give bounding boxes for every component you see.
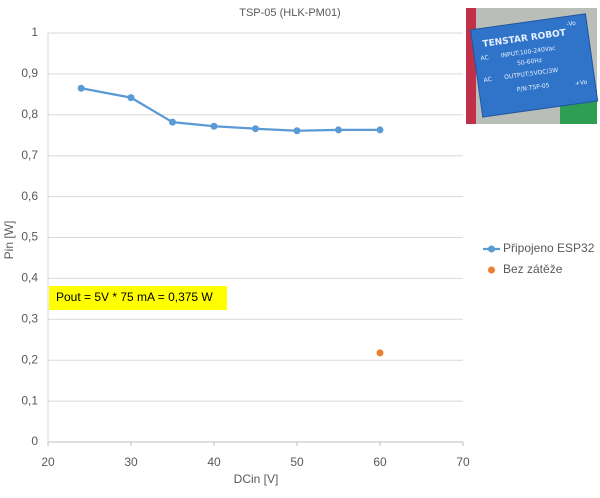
series-line bbox=[80, 87, 380, 132]
y-tick-label: 0,7 bbox=[21, 148, 38, 162]
y-tick-label: 1 bbox=[31, 25, 38, 39]
annotation-text: Pout = 5V * 75 mA = 0,375 W bbox=[56, 290, 213, 304]
module-rect bbox=[469, 13, 599, 118]
data-point bbox=[335, 126, 342, 134]
x-axis-label: DCin [V] bbox=[234, 472, 279, 486]
legend-label: Bez zátěže bbox=[503, 262, 563, 276]
module-text: 50-60Hz bbox=[517, 57, 543, 67]
y-tick-label: 0,3 bbox=[21, 311, 38, 325]
module-text: P/N:TSP-05 bbox=[516, 82, 550, 94]
module-text: AC bbox=[480, 54, 489, 62]
y-tick-label: 0,1 bbox=[21, 393, 38, 407]
data-point bbox=[376, 349, 384, 357]
photo-edge bbox=[466, 8, 476, 124]
data-point bbox=[169, 118, 176, 126]
module-body: TENSTAR ROBOT INPUT:100-240Vac 50-60Hz O… bbox=[469, 13, 599, 118]
x-tick-label: 70 bbox=[456, 455, 470, 469]
module-text: -Vo bbox=[566, 20, 576, 28]
y-axis-label: Pin [W] bbox=[2, 221, 16, 260]
data-point bbox=[210, 122, 218, 130]
x-tick-label: 40 bbox=[207, 455, 221, 469]
data-point bbox=[376, 126, 384, 134]
y-tick-label: 0,4 bbox=[21, 271, 38, 285]
y-tick-label: 0 bbox=[31, 434, 38, 448]
legend-marker bbox=[488, 266, 495, 274]
module-text: AC bbox=[483, 76, 492, 84]
x-tick-label: 60 bbox=[373, 455, 387, 469]
y-tick-label: 0,9 bbox=[21, 66, 38, 80]
data-point bbox=[252, 125, 259, 133]
y-tick-label: 0,2 bbox=[21, 352, 38, 366]
y-tick-label: 0,6 bbox=[21, 189, 38, 203]
x-tick-label: 50 bbox=[290, 455, 304, 469]
x-tick-label: 20 bbox=[41, 455, 55, 469]
data-point bbox=[127, 94, 135, 102]
annotation-box bbox=[49, 286, 227, 310]
x-tick-label: 30 bbox=[124, 455, 138, 469]
chart-title: TSP-05 (HLK-PM01) bbox=[239, 7, 340, 19]
y-tick-label: 0,8 bbox=[21, 107, 38, 121]
legend-marker bbox=[488, 245, 495, 253]
module-photo: TENSTAR ROBOT INPUT:100-240Vac 50-60Hz O… bbox=[466, 8, 599, 124]
data-point bbox=[77, 84, 85, 92]
legend-label: Připojeno ESP32 bbox=[503, 241, 595, 255]
annotation: Pout = 5V * 75 mA = 0,375 W bbox=[49, 286, 227, 310]
module-text: +Vo bbox=[575, 79, 589, 88]
y-tick-label: 0,5 bbox=[21, 230, 38, 244]
data-point bbox=[293, 127, 301, 135]
